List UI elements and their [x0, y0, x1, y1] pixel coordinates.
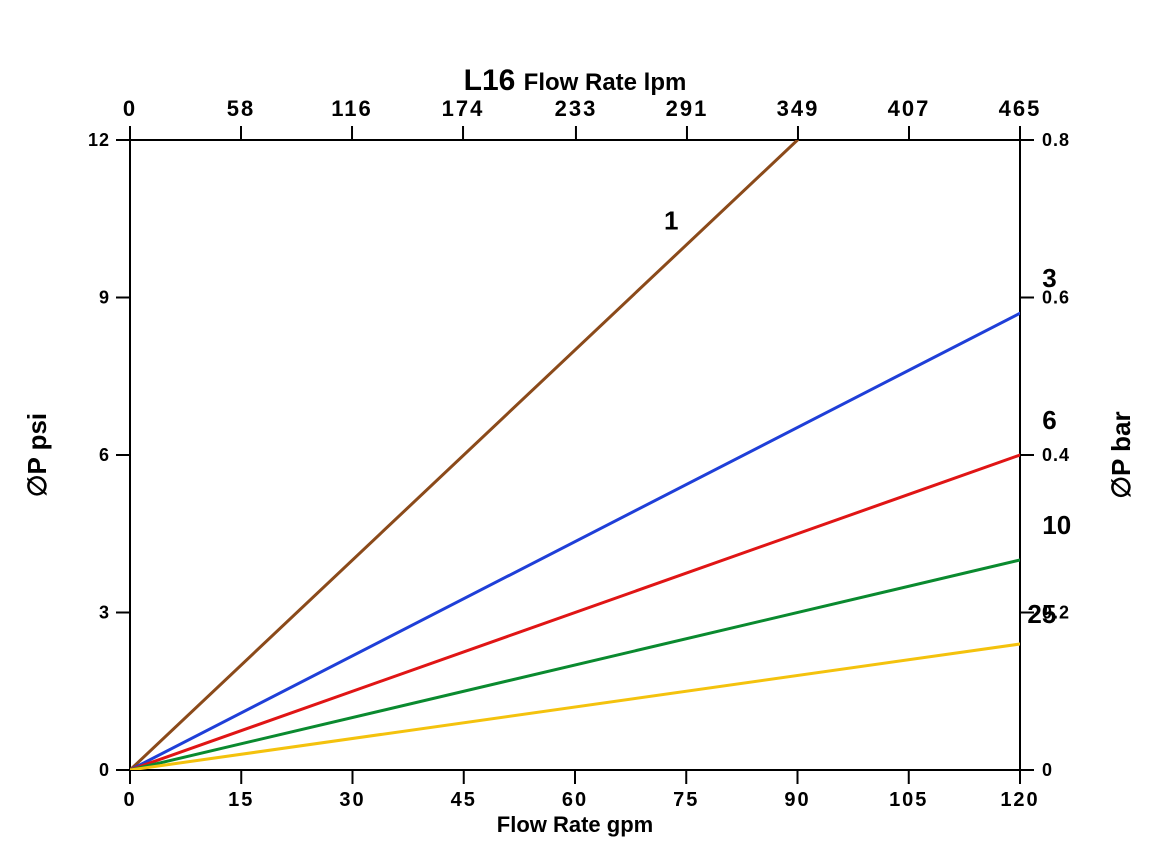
- y-left-tick-label: 0: [99, 760, 110, 780]
- y-right-tick-label: 0: [1042, 760, 1053, 780]
- x-top-tick-label: 407: [888, 96, 931, 121]
- x-bottom-tick-label: 75: [673, 789, 699, 811]
- x-top-tick-label: 116: [331, 96, 373, 121]
- y-right-tick-label: 0.4: [1042, 445, 1070, 465]
- top-axis-title: L16 Flow Rate lpm: [464, 64, 687, 97]
- x-top-tick-label: 174: [442, 96, 485, 121]
- x-top-tick-label: 233: [555, 96, 598, 121]
- y-left-tick-label: 6: [99, 445, 110, 465]
- x-bottom-tick-label: 105: [889, 789, 928, 811]
- x-bottom-tick-label: 0: [123, 789, 136, 811]
- x-bottom-tick-label: 30: [339, 789, 365, 811]
- x-bottom-tick-label: 15: [228, 789, 254, 811]
- y-left-label: ∅P psi: [22, 413, 52, 497]
- x-top-tick-label: 0: [123, 96, 137, 121]
- x-bottom-tick-label: 90: [784, 789, 810, 811]
- x-bottom-label: Flow Rate gpm: [497, 812, 653, 837]
- x-bottom-tick-label: 45: [451, 789, 477, 811]
- y-left-tick-label: 9: [99, 288, 110, 308]
- chart-bg: [0, 0, 1170, 866]
- x-bottom-tick-label: 60: [562, 789, 588, 811]
- y-left-tick-label: 3: [99, 603, 110, 623]
- x-top-tick-label: 465: [999, 96, 1042, 121]
- x-top-tick-label: 58: [227, 96, 255, 121]
- series-label-25: 25: [1027, 599, 1056, 629]
- series-label-1: 1: [664, 205, 678, 235]
- series-label-10: 10: [1042, 510, 1071, 540]
- pressure-drop-chart: 0153045607590105120Flow Rate gpm05811617…: [0, 0, 1170, 866]
- series-label-6: 6: [1042, 405, 1056, 435]
- x-top-tick-label: 291: [666, 96, 709, 121]
- series-label-3: 3: [1042, 263, 1056, 293]
- y-left-tick-label: 12: [88, 130, 110, 150]
- x-top-tick-label: 349: [777, 96, 820, 121]
- y-right-label: ∅P bar: [1106, 411, 1136, 498]
- chart-svg: 0153045607590105120Flow Rate gpm05811617…: [0, 0, 1170, 866]
- x-bottom-tick-label: 120: [1000, 789, 1039, 811]
- y-right-tick-label: 0.8: [1042, 130, 1070, 150]
